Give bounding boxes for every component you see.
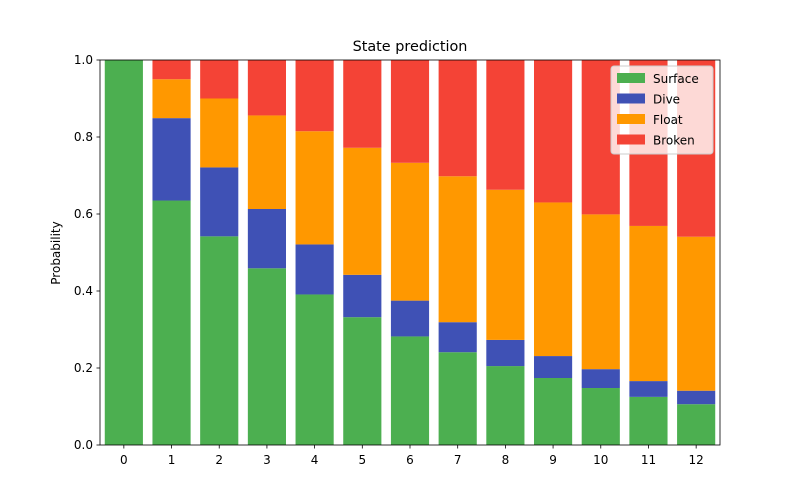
bar-float-4 [295,131,334,245]
bar-float-8 [486,189,525,340]
bar-dive-2 [200,167,239,237]
bar-surface-8 [486,366,525,445]
x-tick-label-5: 5 [358,453,366,467]
bar-broken-2 [200,60,239,99]
legend: Surface Dive Float Broken [610,65,714,155]
legend-swatch-dive [617,93,645,104]
bar-surface-1 [152,200,191,445]
bar-dive-3 [247,208,286,269]
bar-float-12 [677,236,716,391]
x-tick-label-7: 7 [454,453,462,467]
bar-dive-10 [581,369,620,389]
x-tick-label-4: 4 [311,453,319,467]
bar-float-1 [152,79,191,119]
legend-swatch-float [617,114,645,124]
bar-surface-0 [104,60,143,445]
legend-swatch-surface [617,73,645,83]
bar-surface-7 [438,352,477,445]
bar-float-6 [390,162,430,301]
x-tick-label-6: 6 [406,453,414,467]
bar-dive-8 [486,339,525,367]
bar-float-2 [200,98,239,168]
legend-label-broken: Broken [653,134,695,148]
x-tick-label-8: 8 [502,453,510,467]
bar-dive-5 [343,274,382,318]
bar-surface-2 [200,236,239,445]
bar-surface-3 [247,268,286,445]
y-tick-label-0.2: 0.2 [74,361,93,375]
x-tick-label-2: 2 [215,453,223,467]
bar-float-10 [581,214,620,370]
legend-box [610,65,714,155]
x-tick-label-0: 0 [120,453,128,467]
chart-title: State prediction [353,39,468,55]
legend-label-surface: Surface [653,72,699,86]
bar-dive-9 [534,356,573,379]
legend-label-dive: Dive [653,93,680,107]
bar-broken-4 [295,60,334,132]
bar-dive-4 [295,244,334,295]
bar-float-9 [534,202,573,357]
bar-float-3 [247,115,286,209]
bar-float-7 [438,176,477,323]
bar-surface-9 [534,378,573,445]
y-axis-label: Probability [49,221,63,284]
bar-dive-11 [629,381,668,397]
y-tick-label-0.8: 0.8 [74,130,93,144]
bar-dive-1 [152,118,191,201]
bar-surface-12 [677,404,716,445]
bar-dive-7 [438,322,477,353]
bar-broken-9 [534,60,573,203]
x-tick-label-9: 9 [549,453,557,467]
x-tick-label-12: 12 [689,453,704,467]
bar-broken-8 [486,60,525,190]
y-tick-label-0.4: 0.4 [74,284,93,298]
bar-broken-7 [438,60,477,177]
bar-surface-5 [343,317,382,445]
x-tick-label-11: 11 [641,453,656,467]
bar-float-11 [629,225,668,382]
x-tick-label-10: 10 [593,453,608,467]
bar-broken-5 [343,60,382,148]
bar-dive-6 [390,300,430,337]
x-tick-label-1: 1 [168,453,176,467]
y-tick-label-0.0: 0.0 [74,438,93,452]
bar-surface-10 [581,388,620,445]
axes-layer: 0 1 2 3 4 5 6 7 8 9 10 11 120.00.20.40.60.81.0 [74,53,721,467]
bar-surface-6 [390,336,430,445]
bar-broken-6 [390,60,430,163]
x-tick-label-3: 3 [263,453,271,467]
legend-swatch-broken [617,134,645,145]
bar-surface-11 [629,396,668,445]
legend-label-float: Float [653,113,683,127]
bar-float-5 [343,147,382,275]
bar-surface-4 [295,294,334,445]
y-tick-label-0.6: 0.6 [74,207,93,221]
bar-broken-3 [247,60,286,116]
bar-broken-1 [152,60,191,80]
bar-dive-12 [677,390,716,405]
y-tick-label-1.0: 1.0 [74,53,93,67]
